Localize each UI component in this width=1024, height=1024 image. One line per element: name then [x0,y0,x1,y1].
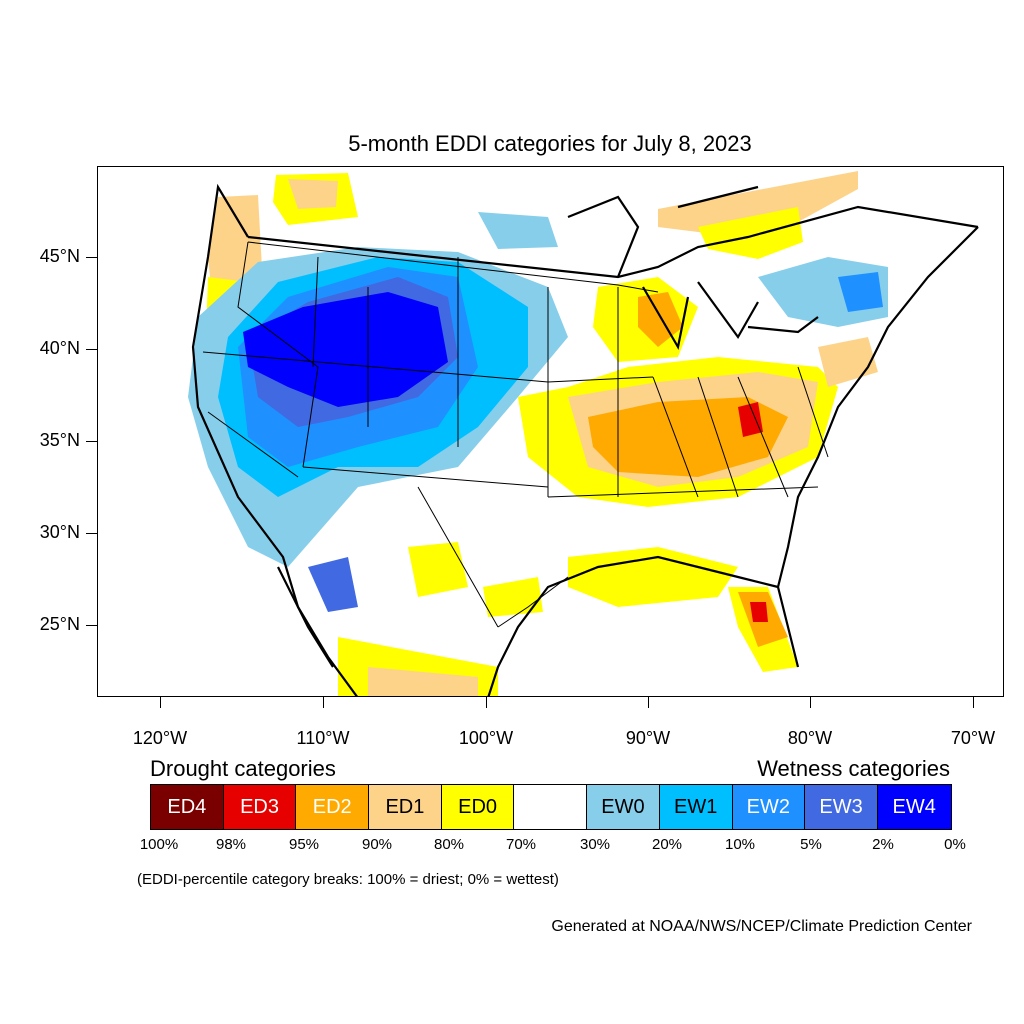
texas-ed0-region [408,542,468,597]
wetness-heading: Wetness categories [757,756,950,781]
lon-tick-100 [486,697,487,708]
map-title: 5-month EDDI categories for July 8, 2023 [348,131,752,156]
break-label-98: 98% [215,836,247,853]
legend-cell-ed1: ED1 [369,785,442,829]
legend-label-ed4: ED4 [167,795,207,818]
ne-ew4-region [838,272,883,312]
legend-cell-ew2: EW2 [732,785,806,829]
credit-line: Generated at NOAA/NWS/NCEP/Climate Predi… [551,918,972,935]
lon-tick-80 [810,697,811,708]
legend-label-ew2: EW2 [746,795,791,818]
lat-label-45: 45°N [39,246,80,266]
legend-cell-neutral [514,785,588,829]
texas-se-ed0-region [483,577,543,617]
category-legend: ED4 ED3 ED2 ED1 ED0 EW0 EW1 EW2 EW3 EW4 [150,784,952,830]
legend-label-ed2: ED2 [312,795,352,818]
lon-label-90: 90°W [625,728,671,748]
legend-cell-ed3: ED3 [223,785,297,829]
lon-label-110: 110°W [296,728,350,748]
canada-nw-ed2-region [288,179,338,209]
legend-label-ed0: ED0 [458,795,498,818]
break-label-10: 10% [724,836,756,853]
break-label-20: 20% [651,836,683,853]
east-ed2-region [588,397,788,477]
west-ew4-region [243,292,448,407]
legend-cell-ew4: EW4 [877,785,951,829]
break-label-2: 2% [872,836,894,853]
state-boundaries [202,241,829,628]
mexico-ew2-region [308,557,358,612]
drought-heading: Drought categories [150,756,336,781]
lat-tick-45 [86,257,97,258]
coastlines [191,183,979,696]
break-label-100: 100% [139,836,179,853]
legend-cell-ew1: EW1 [659,785,733,829]
legend-cell-ed0: ED0 [441,785,515,829]
lat-label-35: 35°N [39,430,80,450]
gulf-ed0-region [568,547,738,607]
legend-label-ed1: ED1 [385,795,425,818]
break-label-95: 95% [288,836,320,853]
great-lakes-ed2-region [638,292,683,347]
lat-tick-25 [86,625,97,626]
lon-tick-90 [648,697,649,708]
canada-east-ed0-region [698,207,803,259]
legend-label-ew0: EW0 [601,795,645,818]
legend-cell-ew0: EW0 [587,785,660,829]
lon-label-120: 120°W [132,728,188,748]
break-label-30: 30% [579,836,611,853]
legend-label-ew1: EW1 [673,795,718,818]
lat-label-30: 30°N [39,522,80,542]
lon-label-100: 100°W [458,728,514,748]
lon-tick-110 [323,697,324,708]
legend-cell-ed2: ED2 [296,785,370,829]
ne-coast-ed1-region [818,337,878,387]
eddi-map-canvas [188,171,979,696]
canada-east-ed1-region [658,171,858,237]
break-label-90: 90% [361,836,393,853]
florida-ed3-region [750,602,768,622]
break-label-80: 80% [433,836,465,853]
lat-label-25: 25°N [39,614,80,634]
lat-tick-30 [86,533,97,534]
mexico-coast-ed1-region [368,667,478,696]
category-note: (EDDI-percentile category breaks: 100% =… [137,871,559,888]
legend-label-ew3: EW3 [819,795,863,818]
east-ed3-region [738,402,763,437]
nw-canada-ew0-region [478,212,558,249]
legend-cell-ew3: EW3 [805,785,878,829]
lat-label-40: 40°N [39,338,80,358]
lon-label-70: 70°W [950,728,996,748]
lon-tick-70 [973,697,974,708]
break-label-5: 5% [800,836,822,853]
legend-label-ed3: ED3 [240,795,279,818]
break-label-0: 0% [944,836,966,853]
legend-cell-ed4: ED4 [151,785,224,829]
lat-tick-40 [86,349,97,350]
lon-label-80: 80°W [787,728,833,748]
lat-tick-35 [86,441,97,442]
lon-tick-120 [160,697,161,708]
eddi-map [97,166,1004,697]
legend-label-ew4: EW4 [892,795,936,818]
break-label-70: 70% [505,836,537,853]
